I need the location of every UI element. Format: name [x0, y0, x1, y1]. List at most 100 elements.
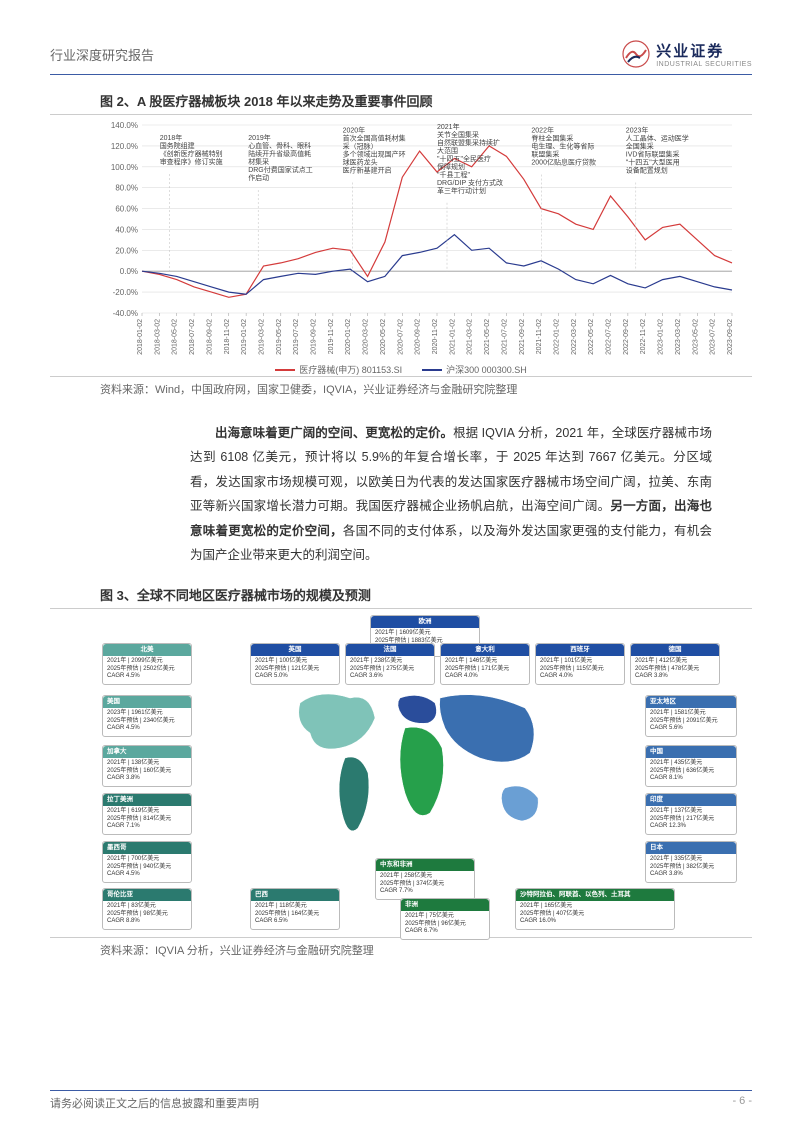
svg-text:2023年: 2023年: [626, 126, 649, 135]
body-paragraph: 出海意味着更广阔的空间、更宽松的定价。根据 IQVIA 分析，2021 年，全球…: [50, 413, 752, 575]
region-box: 沙特阿拉伯、阿联酋、以色列、土耳其2021年 | 165亿美元2025年预估 |…: [515, 888, 675, 930]
report-type: 行业深度研究报告: [50, 45, 154, 64]
region-name: 亚太地区: [646, 696, 736, 708]
region-stat: 2021年 | 619亿美元: [107, 808, 187, 816]
region-stat: 2025年预估 | 115亿美元: [540, 666, 620, 674]
svg-text:2022-11-02: 2022-11-02: [640, 319, 647, 354]
region-stat: CAGR 3.8%: [650, 871, 732, 879]
svg-text:"千县工程": "千县工程": [437, 170, 470, 179]
svg-text:首次全国高值耗材集: 首次全国高值耗材集: [343, 134, 406, 143]
svg-text:2022-05-02: 2022-05-02: [588, 319, 595, 355]
region-stat: 2025年预估 | 275亿美元: [350, 666, 430, 674]
region-stat: 2021年 | 146亿美元: [445, 658, 525, 666]
region-name: 德国: [631, 644, 719, 656]
svg-text:材集采: 材集采: [248, 157, 269, 166]
svg-text:DRG/DIP 支付方式改: DRG/DIP 支付方式改: [437, 178, 503, 187]
company-logo: 兴业证券 INDUSTRIAL SECURITIES: [622, 40, 752, 68]
region-stat: 2025年预估 | 2340亿美元: [107, 718, 187, 726]
svg-text:2019-01-02: 2019-01-02: [241, 319, 248, 355]
eu-shape: [398, 696, 437, 724]
svg-text:100.0%: 100.0%: [111, 163, 138, 172]
svg-text:2018-07-02: 2018-07-02: [189, 319, 196, 355]
svg-text:2018-09-02: 2018-09-02: [206, 319, 213, 355]
region-name: 欧洲: [371, 616, 479, 628]
svg-text:大范围: 大范围: [437, 146, 458, 155]
region-name: 美国: [103, 696, 191, 708]
svg-text:2019-03-02: 2019-03-02: [258, 319, 265, 355]
region-stat: 2025年预估 | 121亿美元: [255, 666, 335, 674]
region-stat: 2021年 | 435亿美元: [650, 760, 732, 768]
region-stat: 2021年 | 1609亿美元: [375, 630, 475, 638]
svg-text:"十四五"全民医疗: "十四五"全民医疗: [437, 154, 491, 163]
region-name: 哥伦比亚: [103, 889, 191, 901]
page-footer: 请务必阅读正文之后的信息披露和重要声明 - 6 -: [50, 1090, 752, 1111]
region-name: 中国: [646, 746, 736, 758]
region-box: 拉丁美洲2021年 | 619亿美元2025年预估 | 814亿美元CAGR 7…: [102, 793, 192, 835]
svg-text:2022-03-02: 2022-03-02: [571, 319, 578, 355]
region-name: 西班牙: [536, 644, 624, 656]
svg-text:2021-03-02: 2021-03-02: [467, 319, 474, 355]
svg-text:人工晶体、运动医学: 人工晶体、运动医学: [626, 134, 689, 143]
svg-text:革三年行动计划: 革三年行动计划: [437, 186, 486, 195]
region-stat: 2021年 | 165亿美元: [520, 903, 670, 911]
region-name: 巴西: [251, 889, 339, 901]
region-stat: 2021年 | 137亿美元: [650, 808, 732, 816]
figure3-source: 资料来源：IQVIA 分析，兴业证券经济与金融研究院整理: [50, 937, 752, 962]
region-stat: CAGR 4.5%: [107, 871, 187, 879]
region-stat: 2025年预估 | 217亿美元: [650, 816, 732, 824]
svg-text:2021-07-02: 2021-07-02: [501, 319, 508, 355]
svg-text:设备配置规划: 设备配置规划: [626, 166, 668, 175]
svg-text:2023-01-02: 2023-01-02: [658, 319, 665, 355]
svg-text:医疗新基建开启: 医疗新基建开启: [343, 166, 392, 175]
svg-text:保障规划: 保障规划: [437, 162, 465, 171]
region-name: 日本: [646, 842, 736, 854]
region-stat: CAGR 12.3%: [650, 823, 732, 831]
na-shape: [299, 694, 375, 749]
region-box: 中东和非洲2021年 | 258亿美元2025年预估 | 374亿美元CAGR …: [375, 858, 475, 900]
region-name: 印度: [646, 794, 736, 806]
svg-text:心血管、骨科、眼科: 心血管、骨科、眼科: [248, 141, 311, 150]
svg-text:2018-11-02: 2018-11-02: [224, 319, 231, 354]
svg-text:关节全国集采: 关节全国集采: [437, 130, 479, 139]
region-name: 中东和非洲: [376, 859, 474, 871]
region-stat: CAGR 4.5%: [107, 725, 187, 733]
svg-text:2021-05-02: 2021-05-02: [484, 319, 491, 355]
svg-text:球医药龙头: 球医药龙头: [343, 158, 378, 167]
region-name: 拉丁美洲: [103, 794, 191, 806]
region-stat: 2025年预估 | 478亿美元: [635, 666, 715, 674]
svg-text:2019-07-02: 2019-07-02: [293, 319, 300, 355]
svg-text:2018-01-02: 2018-01-02: [137, 319, 144, 355]
region-box: 墨西哥2021年 | 700亿美元2025年预估 | 940亿美元CAGR 4.…: [102, 841, 192, 883]
svg-text:陆续开升省级高值耗: 陆续开升省级高值耗: [248, 149, 311, 158]
region-stat: CAGR 4.0%: [540, 673, 620, 681]
region-box: 德国2021年 | 412亿美元2025年预估 | 478亿美元CAGR 3.8…: [630, 643, 720, 685]
region-stat: 2021年 | 101亿美元: [540, 658, 620, 666]
region-name: 英国: [251, 644, 339, 656]
svg-text:-20.0%: -20.0%: [113, 288, 138, 297]
svg-text:2018年: 2018年: [160, 133, 183, 142]
svg-text:120.0%: 120.0%: [111, 142, 138, 151]
oc-shape: [501, 786, 538, 821]
svg-text:2023-03-02: 2023-03-02: [675, 319, 682, 355]
figure2-chart: -40.0%-20.0%0.0%20.0%40.0%60.0%80.0%100.…: [100, 119, 740, 359]
region-stat: 2021年 | 335亿美元: [650, 856, 732, 864]
svg-text:2020-05-02: 2020-05-02: [380, 319, 387, 355]
region-name: 沙特阿拉伯、阿联酋、以色列、土耳其: [516, 889, 674, 901]
svg-text:2021-09-02: 2021-09-02: [519, 319, 526, 355]
svg-text:2018-03-02: 2018-03-02: [154, 319, 161, 355]
af-shape: [400, 727, 444, 815]
svg-text:《创新医疗器械特别: 《创新医疗器械特别: [160, 149, 223, 158]
legend-item: 医疗器械(申万) 801153.SI: [275, 363, 402, 376]
svg-text:2018-05-02: 2018-05-02: [172, 319, 179, 355]
svg-text:自然联盟集采持续扩: 自然联盟集采持续扩: [437, 138, 500, 147]
region-box: 加拿大2021年 | 138亿美元2025年预估 | 160亿美元CAGR 3.…: [102, 745, 192, 787]
svg-text:2020-03-02: 2020-03-02: [363, 319, 370, 355]
region-stat: CAGR 4.5%: [107, 673, 187, 681]
svg-text:脊柱全国集采: 脊柱全国集采: [531, 134, 573, 143]
svg-text:2021-11-02: 2021-11-02: [536, 319, 543, 354]
region-stat: 2021年 | 75亿美元: [405, 913, 485, 921]
logo-cn: 兴业证券: [656, 40, 752, 61]
svg-text:2022-01-02: 2022-01-02: [553, 319, 560, 355]
svg-text:电生理、生化等省际: 电生理、生化等省际: [531, 142, 594, 151]
svg-text:2020-09-02: 2020-09-02: [415, 319, 422, 355]
